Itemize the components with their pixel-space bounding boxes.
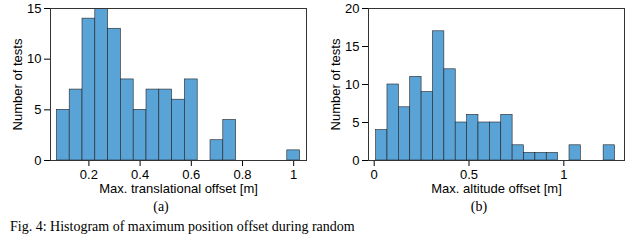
svg-text:Number of tests: Number of tests (328, 38, 343, 130)
svg-text:0: 0 (34, 153, 41, 168)
svg-text:0.6: 0.6 (182, 167, 200, 182)
svg-text:0.4: 0.4 (131, 167, 149, 182)
svg-text:1: 1 (290, 167, 297, 182)
svg-text:15: 15 (27, 1, 41, 16)
svg-text:0: 0 (371, 167, 378, 182)
html-text:(a): (a) (153, 199, 169, 214)
svg-text:5: 5 (352, 115, 359, 130)
svg-text:0.5: 0.5 (460, 167, 478, 182)
html-text:(b): (b) (470, 199, 488, 214)
svg-text:0.8: 0.8 (233, 167, 251, 182)
svg-text:5: 5 (34, 102, 41, 117)
html-text:Fig. 4: Histogram of maximum p: Fig. 4: Histogram of maximum position of… (10, 219, 355, 234)
svg-text:0: 0 (352, 153, 359, 168)
svg-text:Max. altitude offset [m]: Max. altitude offset [m] (431, 181, 562, 196)
svg-text:20: 20 (345, 1, 359, 16)
svg-text:10: 10 (345, 77, 359, 92)
svg-text:Max. translational offset [m]: Max. translational offset [m] (99, 181, 258, 196)
svg-text:1: 1 (560, 167, 567, 182)
svg-text:0.2: 0.2 (80, 167, 98, 182)
svg-text:10: 10 (27, 51, 41, 66)
svg-text:15: 15 (345, 39, 359, 54)
svg-text:Number of tests: Number of tests (10, 38, 25, 130)
